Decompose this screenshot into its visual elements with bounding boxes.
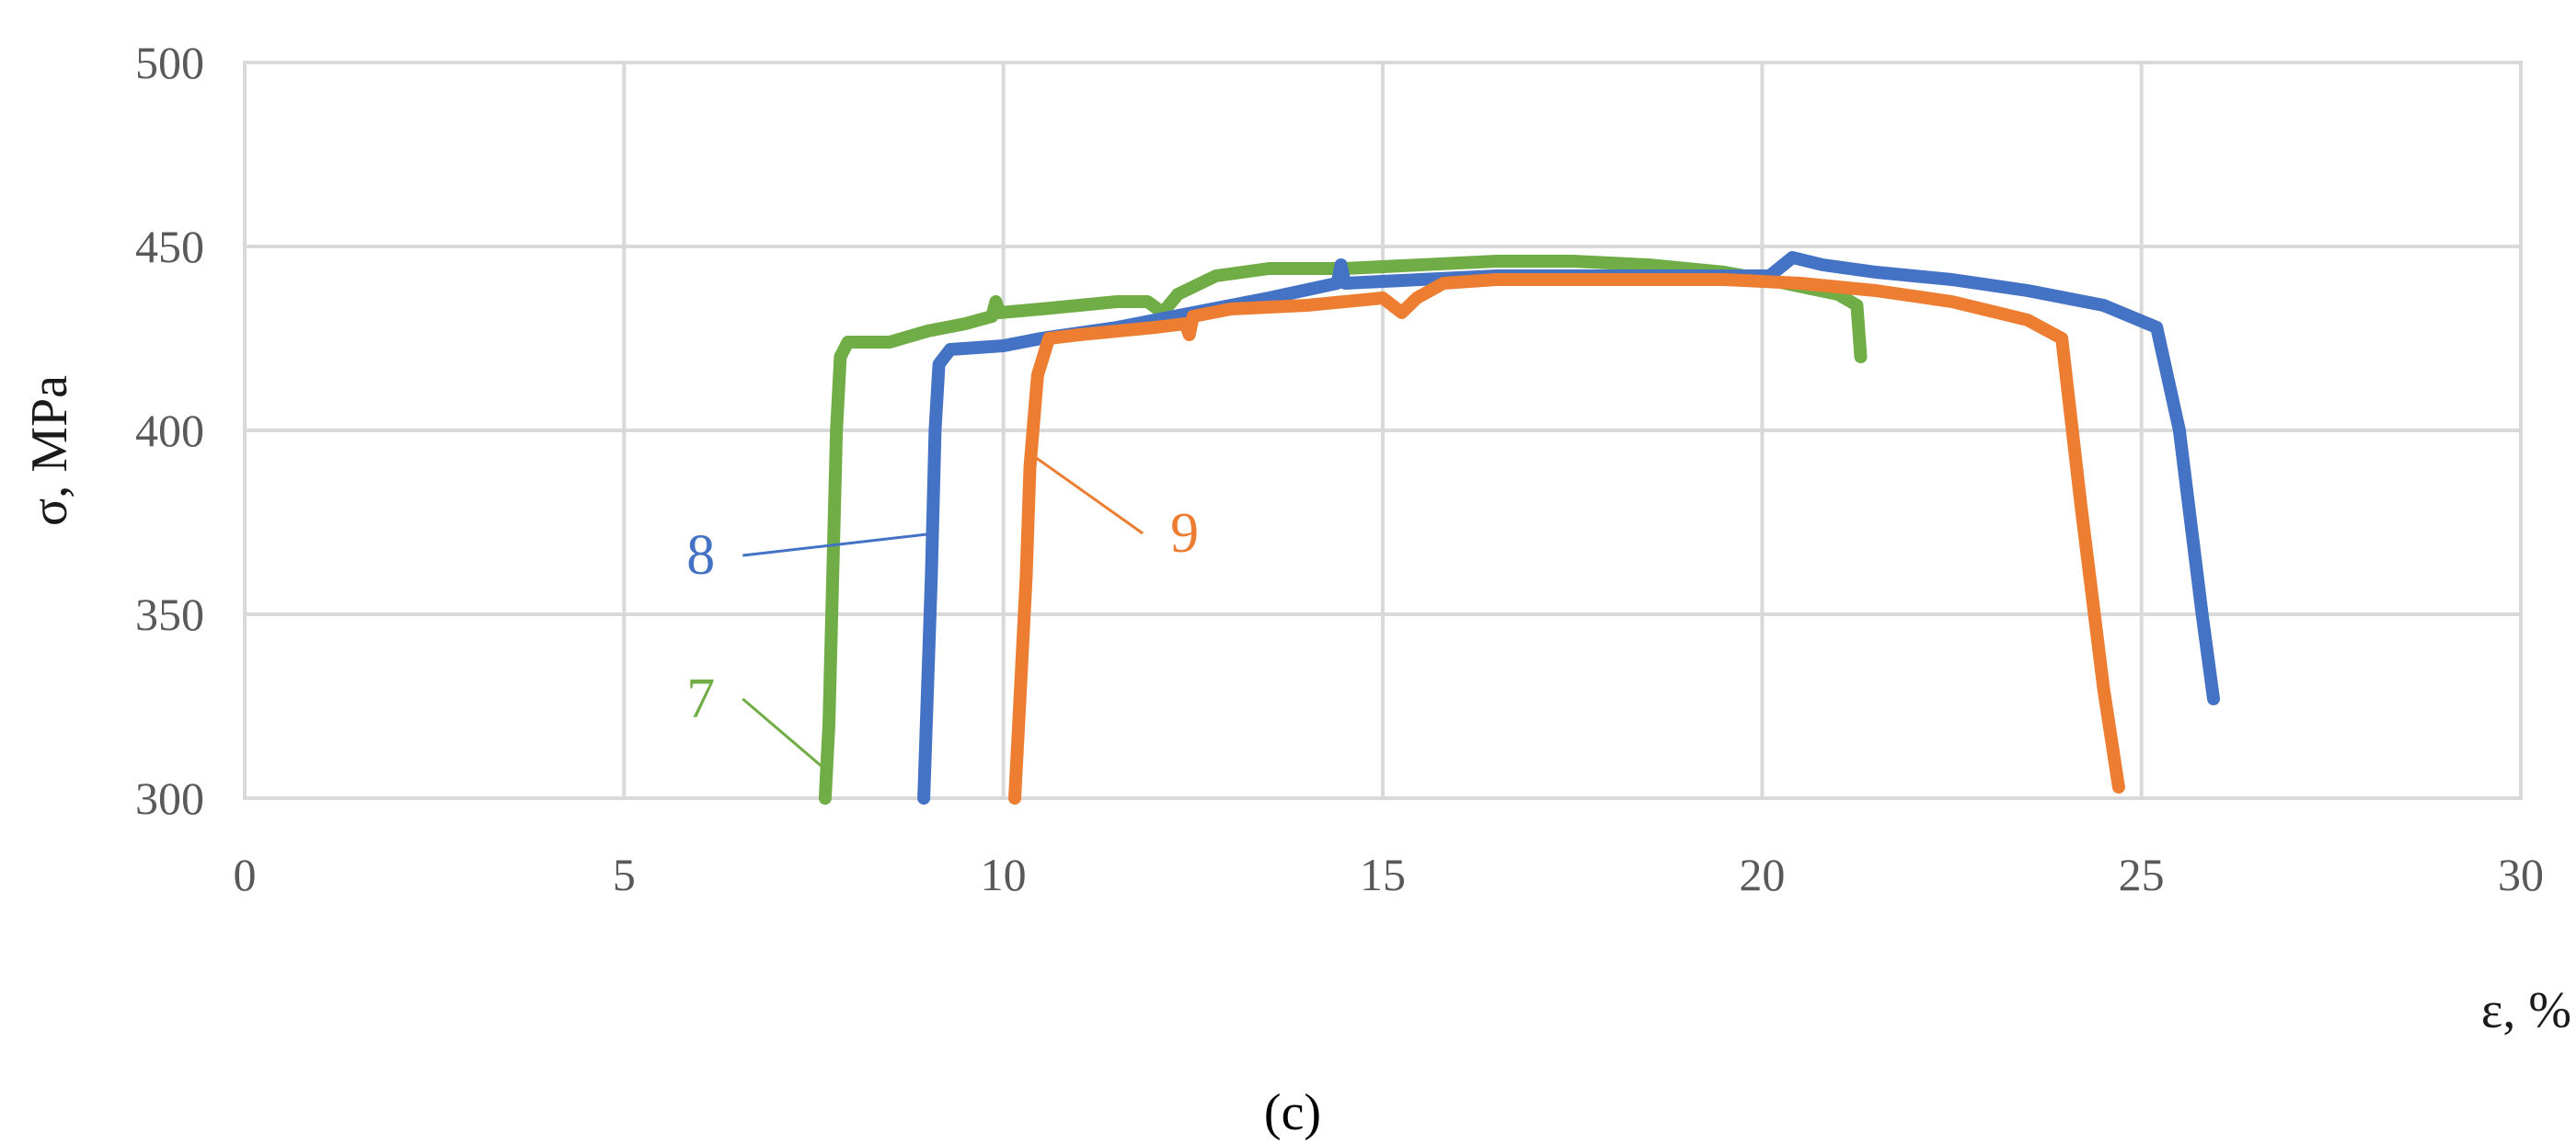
series-9-label: 9 [1170,502,1199,565]
y-axis-title: σ, MPa [21,375,78,526]
series-line-7 [818,255,1868,805]
series-line-9 [1008,273,2125,805]
series-9-leader-line [1032,454,1144,535]
y-tick-label: 400 [135,405,204,456]
y-tick-label: 500 [135,37,204,88]
x-axis-title: ε, % [2481,982,2571,1039]
series-line-8 [917,251,2220,805]
annotation-layer: 7 8 9 [686,454,1199,774]
series-layer [818,251,2220,805]
series-8-label: 8 [686,524,715,587]
y-tick-label: 350 [135,589,204,640]
x-tick-label: 30 [2498,849,2544,900]
x-tick-label: 5 [613,849,636,900]
x-tick-label: 20 [1739,849,1785,900]
y-tick-label: 450 [135,221,204,272]
x-tick-label: 25 [2119,849,2165,900]
tick-labels: 0 5 10 15 20 25 30 300 350 400 450 500 [135,37,2544,900]
panel-label: (c) [1264,1084,1321,1141]
x-tick-label: 10 [981,849,1027,900]
series-7-leader-line [742,697,830,774]
x-tick-label: 0 [234,849,257,900]
plot-area [243,61,2523,800]
series-8-leader-line [742,532,936,557]
y-tick-label: 300 [135,772,204,824]
x-tick-label: 15 [1360,849,1406,900]
series-7-label: 7 [686,668,715,730]
